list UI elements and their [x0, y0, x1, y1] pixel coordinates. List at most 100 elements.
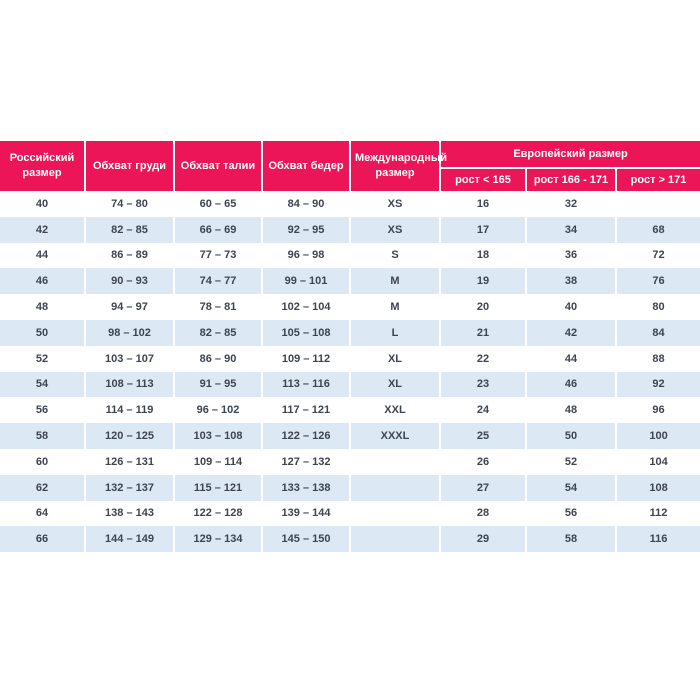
table-cell: 58	[0, 423, 86, 449]
table-cell: 16	[440, 191, 527, 217]
table-cell: 64	[0, 500, 86, 527]
table-cell: 105 – 108	[262, 319, 351, 346]
table-cell: 72	[616, 242, 700, 269]
table-cell: 46	[0, 268, 86, 295]
table-cell: 40	[526, 294, 617, 320]
table-cell: 18	[440, 242, 527, 269]
table-cell: 62	[0, 474, 86, 501]
table-cell: 96	[616, 397, 700, 424]
table-cell: 86 – 90	[174, 345, 263, 372]
table-cell: 103 – 107	[85, 345, 175, 372]
table-cell: 50	[526, 423, 617, 449]
table-cell: 40	[0, 191, 86, 217]
table-cell: 76	[616, 268, 700, 295]
table-row: 58 120 – 125 103 – 108 122 – 126 XXXL 25 50 100	[0, 423, 700, 449]
table-row: 60 126 – 131 109 – 114 127 – 132 26 52 104	[0, 448, 700, 475]
size-chart-page: Российский размер Обхват груди Обхват та…	[0, 141, 700, 553]
table-cell: S	[350, 242, 441, 269]
col-header-height-over-171: рост > 171	[616, 168, 700, 191]
table-row: 56 114 – 119 96 – 102 117 – 121 XXL 24 48 96	[0, 397, 700, 424]
table-cell: 108 – 113	[85, 371, 175, 398]
table-cell: 109 – 112	[262, 345, 351, 372]
table-cell: 133 – 138	[262, 474, 351, 501]
table-cell: 132 – 137	[85, 474, 175, 501]
table-cell: 98 – 102	[85, 319, 175, 346]
table-cell: 32	[526, 191, 617, 217]
table-cell: XXL	[350, 397, 441, 424]
table-cell: 113 – 116	[262, 371, 351, 398]
col-header-international-size: Международный размер	[350, 141, 447, 191]
table-cell: 114 – 119	[85, 397, 175, 424]
table-cell: 144 – 149	[85, 526, 175, 553]
table-cell: 54	[526, 474, 617, 501]
table-cell: 96 – 98	[262, 242, 351, 269]
table-cell: 20	[440, 294, 527, 320]
table-cell: 86 – 89	[85, 242, 175, 269]
table-cell: 126 – 131	[85, 448, 175, 475]
table-cell: M	[350, 294, 441, 320]
table-cell: 28	[440, 500, 527, 527]
table-cell: 29	[440, 526, 527, 553]
table-cell: 56	[0, 397, 86, 424]
col-header-hips: Обхват бедер	[262, 141, 351, 191]
table-cell: 74 – 77	[174, 268, 263, 295]
table-cell: 82 – 85	[174, 319, 263, 346]
table-cell: XS	[350, 216, 441, 243]
col-header-russian-size: Российский размер	[0, 141, 86, 191]
table-cell	[350, 448, 441, 475]
table-cell: 26	[440, 448, 527, 475]
table-cell: 108	[616, 474, 700, 501]
table-row: 40 74 – 80 60 – 65 84 – 90 XS 16 32	[0, 191, 700, 217]
table-cell	[350, 500, 441, 527]
table-cell: 92 – 95	[262, 216, 351, 243]
table-cell: 27	[440, 474, 527, 501]
table-cell: XXXL	[350, 423, 441, 449]
table-row: 66 144 – 149 129 – 134 145 – 150 29 58 116	[0, 526, 700, 553]
size-rows: 40 74 – 80 60 – 65 84 – 90 XS 16 32 42 82 – 85 66…	[0, 191, 700, 553]
table-cell: 117 – 121	[262, 397, 351, 424]
table-cell: 90 – 93	[85, 268, 175, 295]
table-cell: 80	[616, 294, 700, 320]
table-header: Российский размер Обхват груди Обхват та…	[0, 141, 700, 191]
table-cell: XS	[350, 191, 441, 217]
table-row: 50 98 – 102 82 – 85 105 – 108 L 21 42 84	[0, 319, 700, 346]
table-cell: 66 – 69	[174, 216, 263, 243]
table-cell: 34	[526, 216, 617, 243]
table-cell: 36	[526, 242, 617, 269]
table-cell	[616, 191, 700, 217]
table-cell	[350, 526, 441, 553]
table-cell: 78 – 81	[174, 294, 263, 320]
table-cell: 84 – 90	[262, 191, 351, 217]
table-row: 62 132 – 137 115 – 121 133 – 138 27 54 108	[0, 474, 700, 501]
table-cell: 23	[440, 371, 527, 398]
size-chart-table: Российский размер Обхват груди Обхват та…	[0, 141, 700, 553]
col-header-height-under-165: рост < 165	[440, 168, 527, 191]
table-cell: 48	[0, 294, 86, 320]
table-cell: 99 – 101	[262, 268, 351, 295]
table-cell: 104	[616, 448, 700, 475]
table-cell: 112	[616, 500, 700, 527]
table-cell: 48	[526, 397, 617, 424]
table-cell: 46	[526, 371, 617, 398]
table-cell: 44	[0, 242, 86, 269]
table-cell: 139 – 144	[262, 500, 351, 527]
table-cell: 96 – 102	[174, 397, 263, 424]
table-cell: 19	[440, 268, 527, 295]
table-cell: 52	[0, 345, 86, 372]
table-cell: 92	[616, 371, 700, 398]
table-cell: 58	[526, 526, 617, 553]
table-cell: 42	[0, 216, 86, 243]
col-header-european-size-group: Европейский размер	[440, 141, 700, 169]
table-cell: 21	[440, 319, 527, 346]
table-cell: 60 – 65	[174, 191, 263, 217]
table-cell: 100	[616, 423, 700, 449]
table-cell: 52	[526, 448, 617, 475]
table-row: 42 82 – 85 66 – 69 92 – 95 XS 17 34 68	[0, 216, 700, 243]
table-cell: 25	[440, 423, 527, 449]
table-cell: XL	[350, 345, 441, 372]
table-cell: 17	[440, 216, 527, 243]
table-cell: 115 – 121	[174, 474, 263, 501]
table-cell: 22	[440, 345, 527, 372]
table-row: 44 86 – 89 77 – 73 96 – 98 S 18 36 72	[0, 242, 700, 269]
table-cell: L	[350, 319, 441, 346]
